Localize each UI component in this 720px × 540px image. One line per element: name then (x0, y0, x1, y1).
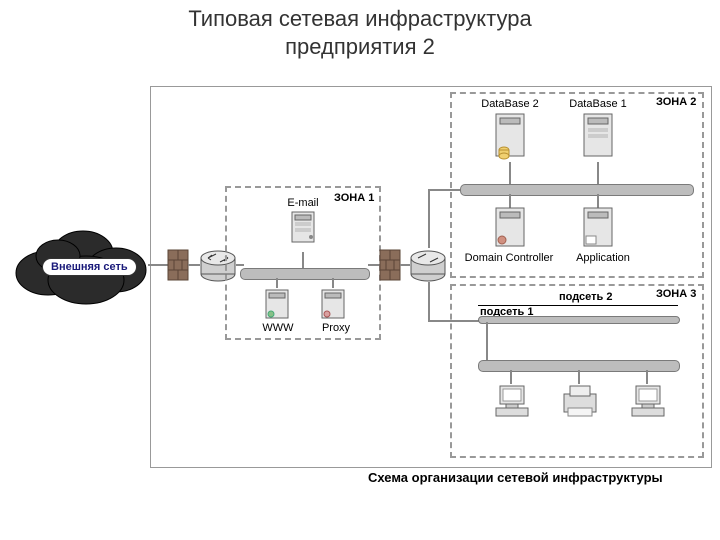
zone3-label: ЗОНА 3 (656, 288, 696, 300)
link-fw2-r2 (400, 264, 410, 266)
zone2-bus (460, 184, 694, 196)
db1-label: DataBase 1 (568, 98, 628, 110)
dc-label: Domain Controller (462, 252, 556, 264)
firewall-icon (168, 250, 188, 280)
link-proxy-bus1 (332, 278, 334, 288)
link-r2-down (428, 282, 430, 322)
firewall-icon (380, 250, 400, 280)
server-icon (318, 288, 348, 324)
zone1-label: ЗОНА 1 (334, 192, 374, 204)
diagram-caption: Схема организации сетевой инфраструктуры (368, 470, 663, 485)
email-label: E-mail (278, 197, 328, 209)
www-label: WWW (258, 322, 298, 334)
server-icon (490, 112, 530, 164)
server-icon (490, 206, 530, 252)
router-icon (410, 248, 446, 282)
link-db2-bus2 (509, 162, 511, 184)
link-fw1-r1 (188, 264, 200, 266)
server-icon (578, 206, 618, 252)
app-label: Application (568, 252, 638, 264)
proxy-label: Proxy (316, 322, 356, 334)
link-email-bus1 (302, 252, 304, 268)
link-cloud-fw1 (148, 264, 168, 266)
link-r2-up (428, 190, 430, 248)
page-title-line1: Типовая сетевая инфраструктура (0, 6, 720, 32)
subnet2-label: подсеть 2 (559, 291, 612, 303)
server-icon (288, 210, 318, 252)
zone1-bus (240, 268, 370, 280)
db2-label: DataBase 2 (480, 98, 540, 110)
link-bus3a-bus3b (486, 322, 488, 360)
zone3-bus-a (478, 316, 680, 324)
link-printer (578, 370, 580, 384)
workstation-icon (492, 382, 532, 428)
printer-icon (558, 384, 602, 424)
zone2-label: ЗОНА 2 (656, 96, 696, 108)
server-icon (578, 112, 618, 164)
link-bus1-fw2 (368, 264, 380, 266)
link-db1-bus2 (597, 162, 599, 184)
page-title-line2: предприятия 2 (0, 34, 720, 60)
workstation-icon (628, 382, 668, 428)
external-network-label: Внешняя сеть (42, 258, 137, 276)
server-icon (262, 288, 292, 324)
link-www-bus1 (276, 278, 278, 288)
